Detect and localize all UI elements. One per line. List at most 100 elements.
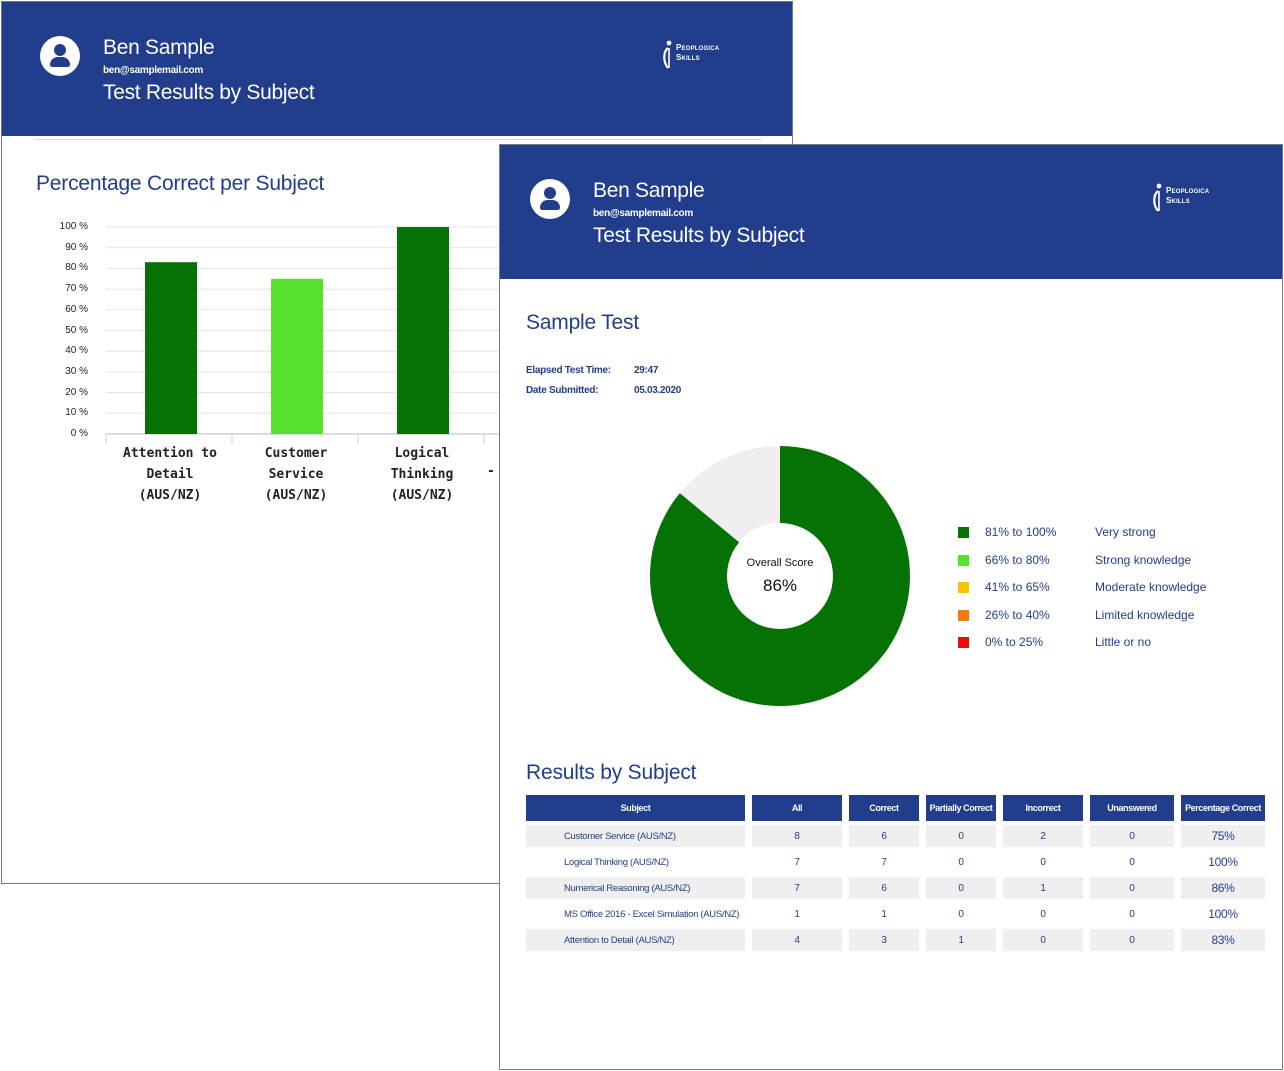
table-cell: 4 (752, 929, 842, 951)
candidate-email: ben@samplemail.com (593, 208, 693, 219)
legend-swatch (958, 582, 969, 593)
results-table-header: Subject All Correct Partially Correct Incorr… (526, 795, 1265, 821)
report-header: Ben Sample ben@samplemail.com Test Resul… (2, 2, 792, 136)
table-cell: 7 (752, 877, 842, 899)
table-cell: 1 (1003, 877, 1083, 899)
legend-swatch (958, 609, 969, 621)
legend-description: Moderate knowledge (1095, 580, 1207, 594)
y-tick-label: 60 % (65, 303, 88, 315)
y-tick-label: 40 % (65, 345, 88, 357)
column-header: Incorrect (1003, 795, 1083, 821)
logo-line-2: Skills (676, 53, 700, 62)
bar-2 (271, 278, 323, 434)
column-header: All (752, 795, 842, 821)
table-cell: 7 (752, 851, 842, 873)
y-tick-label: 50 % (65, 324, 88, 336)
column-header: Percentage Correct (1181, 795, 1265, 821)
date-submitted-label: Date Submitted: (526, 385, 599, 396)
table-cell: 8 (752, 825, 842, 847)
table-row: Logical Thinking (AUS/NZ) 7 7 0 0 0 100% (526, 851, 1265, 873)
legend-swatch (958, 527, 969, 538)
logo-line-1: Peoplogica (676, 43, 720, 52)
company-logo: Peoplogica Skills (660, 38, 750, 72)
percentage-bar-chart (105, 226, 792, 444)
report-page-front: Ben Sample ben@samplemail.com Test Resul… (499, 144, 1283, 1070)
overall-score-value: 86% (762, 576, 798, 595)
logo-mark-icon (1153, 183, 1162, 212)
column-header: Correct (849, 795, 919, 821)
table-row: MS Office 2016 - Excel Simulation (AUS/N… (526, 903, 1265, 925)
elapsed-time-value: 29:47 (634, 365, 659, 376)
legend-swatch (958, 637, 969, 648)
column-header: Partially Correct (926, 795, 996, 821)
table-cell: 2 (1003, 825, 1083, 847)
category-label: Attention to Detail (AUS/NZ) (123, 446, 217, 503)
table-row: Numerical Reasoning (AUS/NZ) 7 6 0 1 0 86% (526, 877, 1265, 899)
candidate-name: Ben Sample (593, 179, 705, 202)
table-cell: 3 (849, 929, 919, 951)
y-tick-label: 10 % (65, 407, 88, 419)
chart-section-title: Percentage Correct per Subject (36, 172, 325, 195)
subject-cell: Numerical Reasoning (AUS/NZ) (526, 877, 745, 899)
legend-range: 26% to 40% (985, 607, 1050, 622)
legend-range: 81% to 100% (985, 525, 1057, 539)
y-tick-label: 100 % (59, 221, 88, 232)
company-logo: Peoplogica Skills (1150, 181, 1240, 215)
legend-range: 66% to 80% (985, 552, 1050, 567)
y-tick-label: 20 % (65, 386, 88, 398)
table-cell: 0 (926, 851, 996, 873)
test-title: Sample Test (526, 311, 639, 334)
logo-line-2: Skills (1166, 196, 1190, 205)
subject-cell: Logical Thinking (AUS/NZ) (526, 851, 745, 873)
table-cell: 0 (1003, 929, 1083, 951)
results-table: Subject All Correct Partially Correct Incorr… (519, 791, 1272, 955)
subject-cell: MS Office 2016 - Excel Simulation (AUS/N… (526, 903, 745, 925)
table-cell: 1 (752, 903, 842, 925)
legend-range: 41% to 65% (985, 580, 1050, 594)
logo-line-1: Peoplogica (1166, 186, 1210, 195)
report-header: Ben Sample ben@samplemail.com Test Resul… (500, 145, 1282, 279)
overall-score-donut-chart (650, 446, 910, 706)
candidate-email: ben@samplemail.com (103, 65, 203, 76)
table-cell: 0 (926, 825, 996, 847)
legend-range: 0% to 25% (985, 635, 1044, 649)
logo-mark-icon (663, 40, 672, 69)
column-header: Subject (526, 795, 745, 821)
date-submitted-value: 05.03.2020 (634, 385, 682, 396)
table-cell: 0 (1090, 851, 1174, 873)
table-cell: 0 (1090, 903, 1174, 925)
y-tick-label: 70 % (65, 283, 88, 295)
candidate-name: Ben Sample (103, 36, 215, 59)
bar-1 (145, 262, 197, 434)
legend-swatch (958, 554, 969, 566)
subject-cell: Customer Service (AUS/NZ) (526, 825, 745, 847)
table-cell: 0 (1003, 903, 1083, 925)
table-row: Customer Service (AUS/NZ) 8 6 0 2 0 75% (526, 825, 1265, 847)
donut-score-segment (650, 446, 910, 706)
bar-3 (397, 227, 449, 434)
table-cell: 100% (1181, 851, 1265, 873)
table-cell: 0 (1003, 851, 1083, 873)
y-tick-label: 90 % (65, 241, 88, 253)
category-label: Customer Service (AUS/NZ) (264, 446, 328, 503)
report-title: Test Results by Subject (103, 81, 315, 104)
avatar-icon (40, 36, 80, 76)
column-header: Unanswered (1090, 795, 1174, 821)
report-title: Test Results by Subject (593, 224, 805, 247)
overall-score-label: Overall Score (746, 557, 814, 569)
results-section-title: Results by Subject (526, 761, 697, 784)
table-cell: 0 (1090, 877, 1174, 899)
table-cell: 1 (926, 929, 996, 951)
y-tick-label: 80 % (65, 262, 88, 274)
header-divider (34, 136, 762, 140)
table-cell: 1 (849, 903, 919, 925)
table-cell: 75% (1181, 825, 1265, 847)
table-cell: 0 (1090, 929, 1174, 951)
donut-remainder-segment (679, 446, 780, 543)
table-cell: 0 (1090, 825, 1174, 847)
y-tick-label: 30 % (65, 365, 88, 377)
y-tick-label: 0 % (70, 428, 88, 439)
category-label: Logical Thinking (AUS/NZ) (390, 446, 454, 503)
elapsed-time-label: Elapsed Test Time: (526, 365, 611, 376)
table-row: Attention to Detail (AUS/NZ) 4 3 1 0 0 83% (526, 929, 1265, 951)
